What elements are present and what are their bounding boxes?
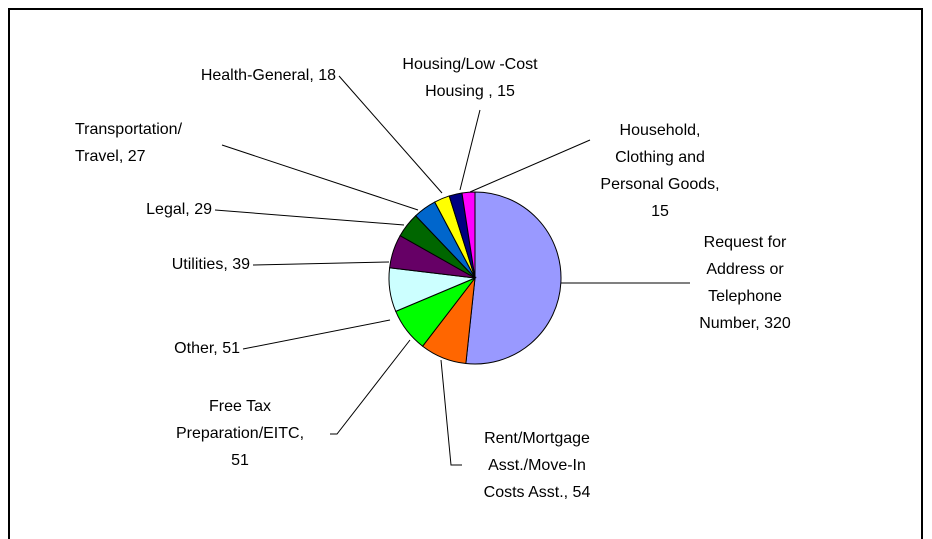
leader-line [221,144,419,211]
data-label: Housing/Low -Cost [402,56,538,73]
pie-slice [461,191,476,279]
data-label: Utilities, 39 [172,256,250,273]
pie-slice [465,191,562,365]
data-label: 51 [231,452,249,469]
data-label: Transportation/ [75,121,183,138]
data-label: Legal, 29 [146,201,212,218]
leader-line [440,359,462,466]
leader-line [338,75,443,194]
data-label: Personal Goods, [600,176,719,193]
leader-line [242,319,391,350]
data-label: Telephone [708,288,782,305]
data-label: Request for [704,234,787,251]
data-label: Number, 320 [699,315,791,332]
leader-line [469,139,591,193]
data-label: Rent/Mortgage [484,430,590,447]
leader-line [214,209,405,226]
leader-line [330,339,411,435]
leader-line [252,261,390,266]
data-label: Housing , 15 [425,83,515,100]
data-label: Preparation/EITC, [176,425,304,442]
data-label: Travel, 27 [75,148,146,165]
data-label: Free Tax [209,398,271,415]
data-label: 15 [651,203,669,220]
data-label: Asst./Move-In [488,457,586,474]
data-label: Address or [706,261,784,278]
data-label: Household, [620,122,701,139]
leader-line [459,109,481,191]
data-label: Health-General, 18 [201,67,336,84]
data-label: Clothing and [615,149,705,166]
data-label: Other, 51 [174,340,240,357]
data-label: Costs Asst., 54 [484,484,591,501]
